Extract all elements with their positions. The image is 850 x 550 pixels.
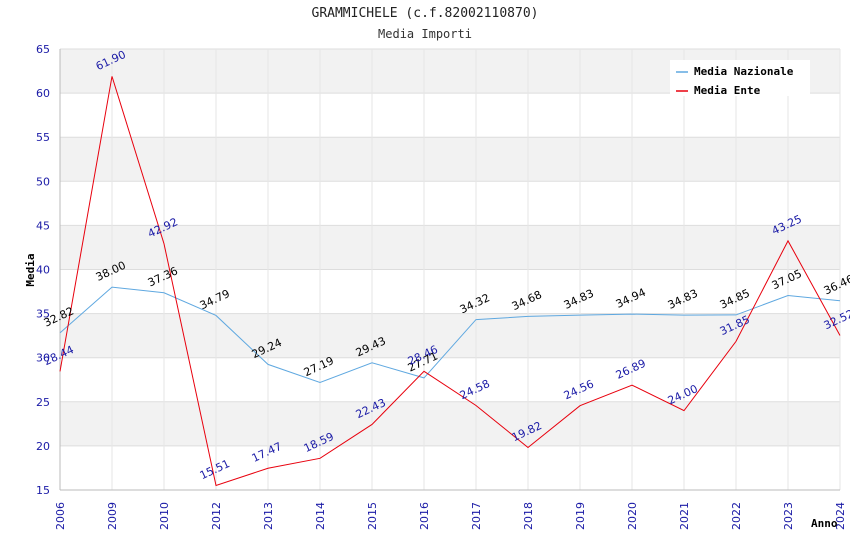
grid-band [60,313,840,358]
legend-entry-media-nazionale: Media Nazionale [694,65,794,78]
x-axis-label: Anno [811,517,838,530]
x-tick-label: 2014 [314,502,327,530]
x-axis-ticks: 2006 2009 2010 2012 2013 2014 2015 2016 2017 2018… [54,502,847,530]
y-tick-label: 40 [36,264,50,277]
chart-title: GRAMMICHELE (c.f.82002110870) [311,6,539,21]
x-tick-label: 2022 [730,502,743,530]
x-tick-label: 2024 [834,502,847,530]
x-tick-label: 2012 [210,502,223,530]
legend-entry-media-ente: Media Ente [694,84,761,97]
x-tick-label: 2021 [678,502,691,530]
grid-band [60,445,840,490]
y-tick-label: 50 [36,175,50,188]
x-tick-label: 2023 [782,502,795,530]
y-tick-label: 30 [36,352,50,365]
y-tick-label: 65 [36,43,50,56]
y-tick-label: 25 [36,396,50,409]
y-tick-label: 60 [36,87,50,100]
grid-bands [59,48,841,491]
x-tick-label: 2015 [366,502,379,530]
x-tick-label: 2013 [262,502,275,530]
x-tick-label: 2006 [54,502,67,530]
grid-band [60,225,840,270]
legend-box [670,60,810,96]
grid-band [60,269,840,314]
series-lines [59,76,841,487]
x-tick-label: 2019 [574,502,587,530]
chart-subtitle: Media Importi [378,27,472,41]
series-line-media-ente [59,76,841,487]
series-line-media-nazionale [59,286,841,384]
x-tick-label: 2017 [470,502,483,530]
grid-band [60,181,840,226]
y-tick-label: 20 [36,440,50,453]
x-tick-label: 2016 [418,502,431,530]
y-axis-label: Media [24,253,37,286]
grid-band [60,93,840,138]
legend: Media Nazionale Media Ente [670,60,810,97]
y-tick-label: 55 [36,131,50,144]
x-tick-label: 2010 [158,502,171,530]
y-tick-label: 45 [36,219,50,232]
y-tick-label: 35 [36,308,50,321]
grid-band [60,401,840,446]
grid-band [60,357,840,402]
y-tick-label: 15 [36,484,50,497]
x-tick-label: 2018 [522,502,535,530]
grid-band [60,137,840,182]
x-tick-label: 2009 [106,502,119,530]
x-tick-label: 2020 [626,502,639,530]
y-axis-ticks: 15 20 25 30 35 40 45 50 55 60 65 [36,43,50,497]
